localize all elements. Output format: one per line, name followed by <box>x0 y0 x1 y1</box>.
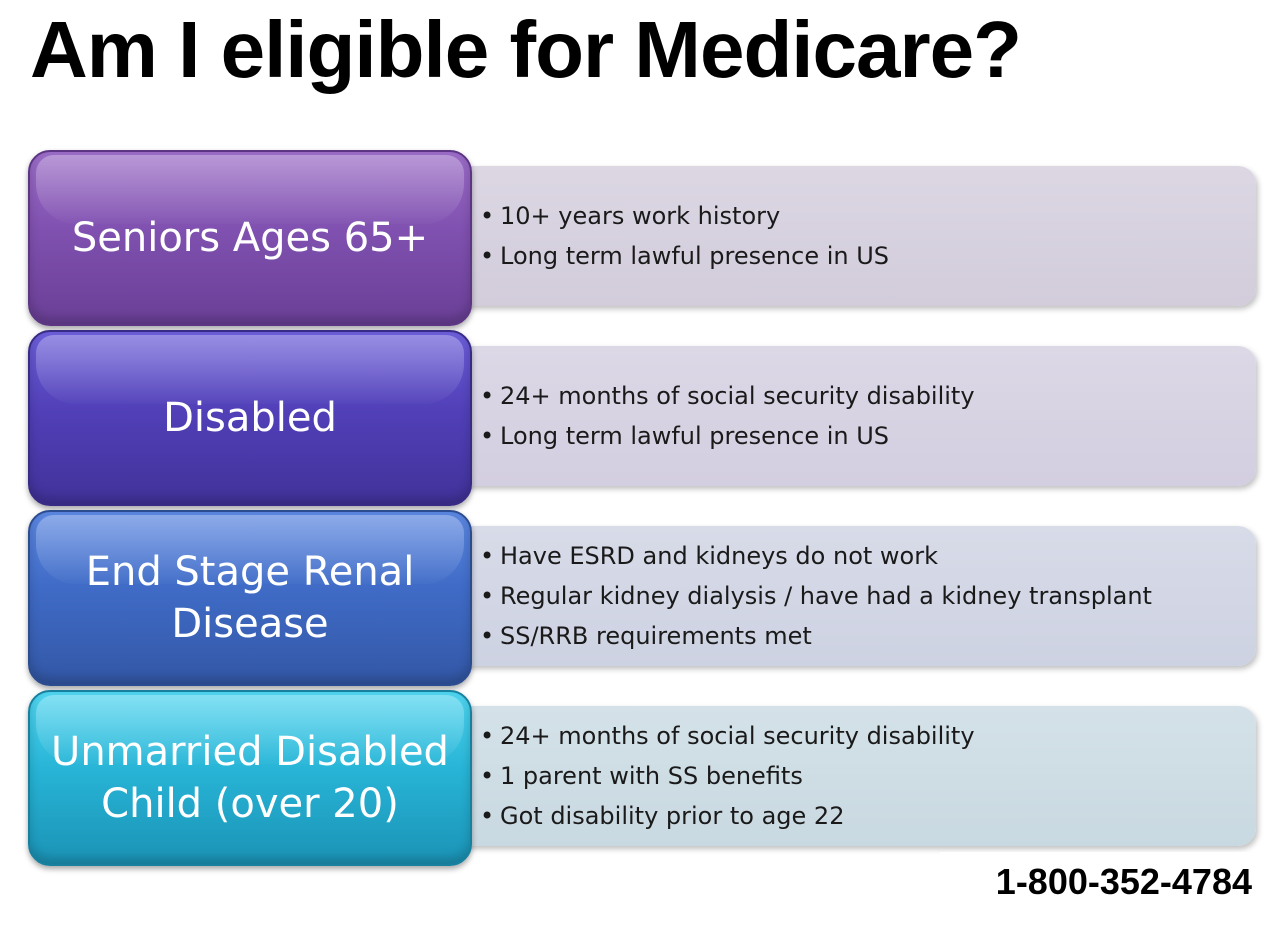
category-box-disabled: Disabled <box>28 330 472 506</box>
eligibility-row-disabled: 24+ months of social security disability… <box>28 330 1256 506</box>
category-label: Disabled <box>163 395 337 441</box>
requirement-item: 1 parent with SS benefits <box>480 756 1250 796</box>
requirements-list: Have ESRD and kidneys do not work Regula… <box>480 526 1250 666</box>
requirement-item: SS/RRB requirements met <box>480 616 1250 656</box>
requirement-item: 24+ months of social security disability <box>480 716 1250 756</box>
category-box-disabled-child: Unmarried Disabled Child (over 20) <box>28 690 472 866</box>
eligibility-row-disabled-child: 24+ months of social security disability… <box>28 690 1256 866</box>
requirement-item: Have ESRD and kidneys do not work <box>480 536 1250 576</box>
category-label: End Stage Renal Disease <box>85 549 415 647</box>
category-box-esrd: End Stage Renal Disease <box>28 510 472 686</box>
requirement-item: Regular kidney dialysis / have had a kid… <box>480 576 1250 616</box>
requirement-item: Long term lawful presence in US <box>480 236 1250 276</box>
requirement-item: 10+ years work history <box>480 196 1250 236</box>
requirements-list: 24+ months of social security disability… <box>480 346 1250 486</box>
category-box-seniors: Seniors Ages 65+ <box>28 150 472 326</box>
category-label: Unmarried Disabled Child (over 20) <box>51 729 449 827</box>
phone-number: 1-800-352-4784 <box>940 852 1252 912</box>
requirements-list: 24+ months of social security disability… <box>480 706 1250 846</box>
requirements-list: 10+ years work history Long term lawful … <box>480 166 1250 306</box>
eligibility-row-seniors: 10+ years work history Long term lawful … <box>28 150 1256 326</box>
category-label: Seniors Ages 65+ <box>71 215 429 261</box>
eligibility-row-esrd: Have ESRD and kidneys do not work Regula… <box>28 510 1256 686</box>
requirement-item: 24+ months of social security disability <box>480 376 1250 416</box>
page-title: Am I eligible for Medicare? <box>30 5 1022 94</box>
requirement-item: Got disability prior to age 22 <box>480 796 1250 836</box>
requirement-item: Long term lawful presence in US <box>480 416 1250 456</box>
